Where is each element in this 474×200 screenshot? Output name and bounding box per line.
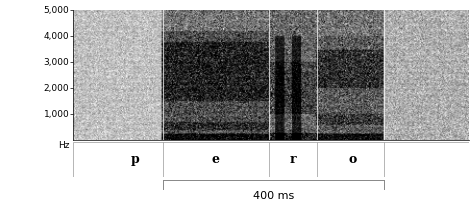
Text: p: p [130, 153, 139, 166]
Text: 400 ms: 400 ms [253, 191, 294, 200]
Text: r: r [290, 153, 296, 166]
Text: e: e [212, 153, 220, 166]
Text: Hz: Hz [58, 141, 70, 150]
Text: o: o [348, 153, 356, 166]
